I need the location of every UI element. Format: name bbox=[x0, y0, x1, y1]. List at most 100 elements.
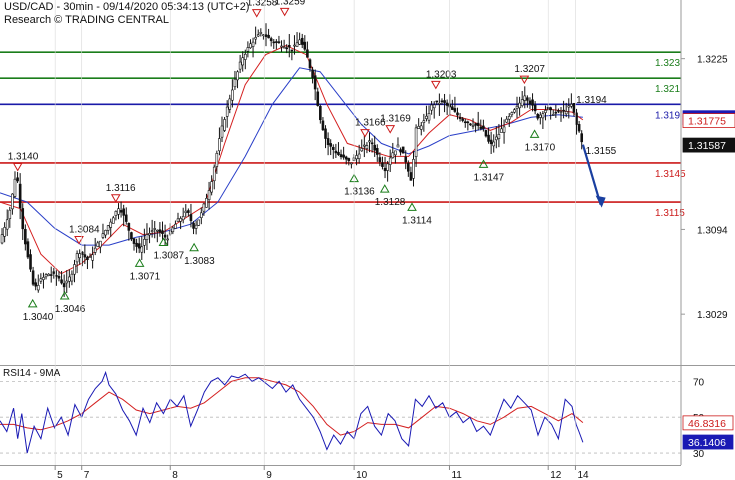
candle-body bbox=[580, 133, 584, 143]
candle-body bbox=[220, 125, 224, 138]
candle-body bbox=[24, 229, 27, 245]
candle-body bbox=[156, 229, 159, 232]
candle-body bbox=[179, 218, 182, 222]
candle-body bbox=[93, 247, 97, 253]
candle-body bbox=[223, 119, 226, 131]
support-label: 1.3170 bbox=[525, 142, 556, 153]
candle-body bbox=[275, 41, 278, 43]
time-tick-label: 7 bbox=[84, 470, 90, 480]
candle-body bbox=[479, 126, 483, 129]
rsi-line bbox=[0, 370, 584, 454]
rsi-value-tag-label: 46.8316 bbox=[688, 418, 726, 430]
candle-body bbox=[272, 41, 276, 44]
candle-body bbox=[451, 106, 454, 110]
candle-body bbox=[256, 34, 260, 37]
resistance-label: 1.3203 bbox=[426, 69, 457, 80]
candle-body bbox=[326, 138, 330, 146]
candle-body bbox=[212, 166, 216, 182]
candle-body bbox=[187, 210, 190, 213]
support-label: 1.3136 bbox=[344, 187, 375, 198]
candle-body bbox=[236, 71, 239, 81]
candle-body bbox=[370, 142, 374, 145]
candle-body bbox=[381, 162, 384, 167]
candle-body bbox=[427, 113, 431, 121]
level-label: 1.3145 bbox=[655, 169, 686, 180]
support-marker-icon bbox=[407, 202, 417, 211]
candle-body bbox=[127, 223, 131, 231]
candle-body bbox=[210, 181, 213, 193]
candle-body bbox=[49, 274, 53, 276]
candle-body bbox=[557, 110, 560, 112]
resistance-marker-icon bbox=[110, 194, 121, 203]
support-label: 1.3040 bbox=[23, 312, 54, 323]
support-label: 1.3083 bbox=[184, 256, 215, 267]
candle-body bbox=[435, 100, 439, 103]
chart-title: USD/CAD - 30min - 09/14/2020 05:34:13 (U… bbox=[4, 1, 250, 13]
candle-body bbox=[298, 39, 301, 45]
rsi-tick-label: 70 bbox=[693, 377, 705, 388]
price-tag-label: 1.31775 bbox=[688, 116, 726, 128]
forecast-arrow-head bbox=[595, 195, 606, 208]
candle-body bbox=[228, 98, 232, 110]
support-marker-icon bbox=[478, 159, 489, 168]
candle-body bbox=[533, 104, 537, 112]
candle-body bbox=[440, 100, 444, 103]
resistance-label: 1.3140 bbox=[8, 151, 39, 162]
resistance-marker-icon bbox=[360, 129, 370, 138]
candle-body bbox=[130, 232, 133, 240]
time-tick-label: 14 bbox=[577, 470, 589, 480]
candle-body bbox=[3, 227, 6, 237]
candle-body bbox=[91, 254, 94, 261]
support-marker-icon bbox=[59, 290, 70, 300]
support-marker-icon bbox=[529, 129, 540, 138]
resistance-label: 1.3166 bbox=[355, 118, 386, 129]
candle-body bbox=[34, 282, 37, 287]
rsi-tick-label: 30 bbox=[693, 449, 705, 460]
chart-source: Research © TRADING CENTRAL bbox=[4, 14, 169, 26]
candle-body bbox=[106, 225, 110, 231]
candle-body bbox=[492, 141, 496, 147]
candle-body bbox=[425, 115, 428, 119]
candle-body bbox=[238, 61, 242, 70]
candle-body bbox=[438, 102, 441, 105]
resistance-marker-icon bbox=[430, 80, 441, 90]
candle-body bbox=[430, 104, 433, 111]
candle-body bbox=[114, 211, 118, 216]
candle-body bbox=[171, 227, 175, 233]
time-tick-label: 10 bbox=[356, 470, 368, 480]
candle-body bbox=[295, 42, 299, 47]
candle-body bbox=[135, 242, 138, 247]
candle-body bbox=[360, 148, 364, 152]
candle-body bbox=[207, 190, 211, 201]
candle-body bbox=[458, 116, 462, 119]
candle-body bbox=[192, 222, 195, 229]
candle-body bbox=[282, 46, 286, 49]
resistance-label: 1.3207 bbox=[514, 64, 545, 75]
candle-body bbox=[88, 256, 92, 258]
rsi-value-tag bbox=[682, 434, 734, 450]
candle-body bbox=[368, 140, 371, 143]
candle-body bbox=[526, 97, 529, 101]
candle-body bbox=[489, 139, 493, 145]
candle-body bbox=[559, 111, 563, 114]
candle-body bbox=[99, 240, 102, 248]
candle-body bbox=[26, 241, 30, 258]
candle-body bbox=[148, 233, 151, 236]
support-marker-icon bbox=[189, 242, 199, 252]
candle-body bbox=[355, 155, 358, 160]
level-label: 1.321 bbox=[655, 84, 680, 95]
candle-body bbox=[572, 102, 576, 113]
target-label: 1.3194 bbox=[576, 95, 607, 106]
candle-body bbox=[280, 45, 283, 48]
candle-body bbox=[259, 31, 263, 34]
candle-body bbox=[39, 278, 43, 282]
candle-body bbox=[469, 123, 472, 126]
support-label: 1.3114 bbox=[402, 215, 432, 226]
candle-body bbox=[311, 69, 314, 78]
candle-body bbox=[316, 91, 320, 106]
candle-body bbox=[474, 123, 477, 126]
candle-body bbox=[495, 136, 498, 141]
candle-body bbox=[365, 145, 369, 149]
